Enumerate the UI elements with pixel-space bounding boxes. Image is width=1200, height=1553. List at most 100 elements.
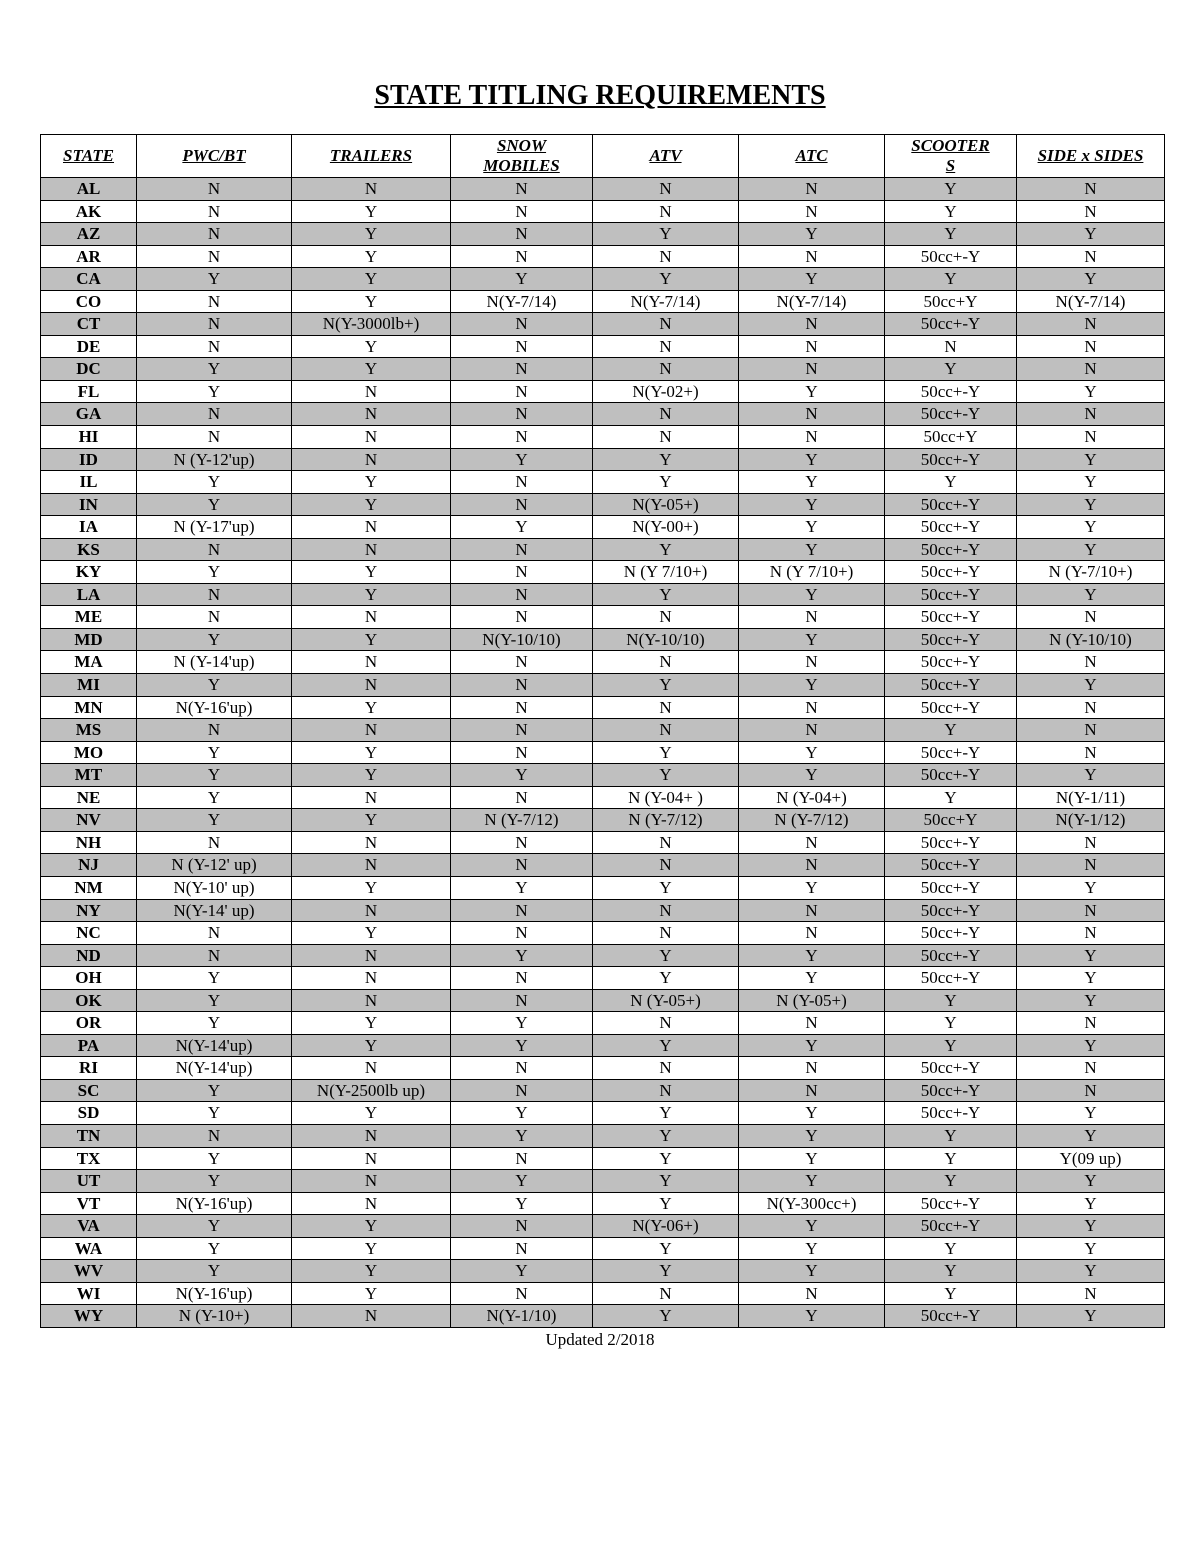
state-cell: NC xyxy=(41,922,137,945)
state-cell: IL xyxy=(41,471,137,494)
data-cell: Y xyxy=(292,741,451,764)
data-cell: Y xyxy=(1017,944,1165,967)
table-row: OKYNNN (Y-05+)N (Y-05+)YY xyxy=(41,989,1165,1012)
col-header: SNOWMOBILES xyxy=(451,135,593,178)
data-cell: Y xyxy=(1017,583,1165,606)
data-cell: Y xyxy=(292,1282,451,1305)
data-cell: N xyxy=(739,1012,885,1035)
state-cell: NH xyxy=(41,831,137,854)
state-cell: RI xyxy=(41,1057,137,1080)
data-cell: N xyxy=(739,178,885,201)
data-cell: 50cc+-Y xyxy=(885,741,1017,764)
data-cell: N (Y-12'up) xyxy=(137,448,292,471)
data-cell: Y xyxy=(885,1012,1017,1035)
data-cell: Y xyxy=(137,380,292,403)
table-row: ORYYYNNYN xyxy=(41,1012,1165,1035)
table-row: NJN (Y-12' up)NNNN50cc+-YN xyxy=(41,854,1165,877)
data-cell: N (Y-10+) xyxy=(137,1305,292,1328)
data-cell: Y xyxy=(885,1237,1017,1260)
data-cell: N xyxy=(451,538,593,561)
data-cell: Y xyxy=(1017,1124,1165,1147)
col-header: PWC/BT xyxy=(137,135,292,178)
data-cell: Y xyxy=(739,493,885,516)
data-cell: Y xyxy=(292,493,451,516)
data-cell: Y xyxy=(885,178,1017,201)
data-cell: N xyxy=(451,899,593,922)
data-cell: 50cc+-Y xyxy=(885,380,1017,403)
data-cell: Y xyxy=(739,1124,885,1147)
table-row: WYN (Y-10+)NN(Y-1/10)YY50cc+-YY xyxy=(41,1305,1165,1328)
table-row: MIYNNYY50cc+-YY xyxy=(41,674,1165,697)
data-cell: N xyxy=(1017,335,1165,358)
data-cell: Y xyxy=(885,1260,1017,1283)
data-cell: N xyxy=(1017,1079,1165,1102)
data-cell: Y xyxy=(292,1102,451,1125)
data-cell: Y xyxy=(292,1260,451,1283)
table-row: DCYYNNNYN xyxy=(41,358,1165,381)
data-cell: 50cc+-Y xyxy=(885,944,1017,967)
data-cell: N xyxy=(1017,313,1165,336)
data-cell: Y xyxy=(593,967,739,990)
data-cell: N xyxy=(292,854,451,877)
state-cell: SD xyxy=(41,1102,137,1125)
data-cell: N xyxy=(292,1170,451,1193)
data-cell: N xyxy=(137,831,292,854)
updated-footer: Updated 2/2018 xyxy=(40,1330,1160,1350)
data-cell: N (Y-7/12) xyxy=(739,809,885,832)
data-cell: Y xyxy=(885,223,1017,246)
table-row: WAYYNYYYY xyxy=(41,1237,1165,1260)
data-cell: Y xyxy=(1017,1192,1165,1215)
data-cell: N xyxy=(1017,426,1165,449)
state-cell: OH xyxy=(41,967,137,990)
data-cell: Y xyxy=(739,876,885,899)
table-row: FLYNNN(Y-02+)Y50cc+-YY xyxy=(41,380,1165,403)
data-cell: Y xyxy=(739,380,885,403)
state-cell: UT xyxy=(41,1170,137,1193)
data-cell: Y xyxy=(1017,516,1165,539)
data-cell: 50cc+-Y xyxy=(885,1079,1017,1102)
state-cell: ME xyxy=(41,606,137,629)
table-row: LANYNYY50cc+-YY xyxy=(41,583,1165,606)
data-cell: Y xyxy=(451,1192,593,1215)
data-cell: 50cc+-Y xyxy=(885,764,1017,787)
data-cell: N xyxy=(593,854,739,877)
data-cell: Y xyxy=(1017,380,1165,403)
col-header: STATE xyxy=(41,135,137,178)
table-row: UTYNYYYYY xyxy=(41,1170,1165,1193)
data-cell: Y xyxy=(292,696,451,719)
data-cell: N xyxy=(739,606,885,629)
data-cell: N xyxy=(137,606,292,629)
state-cell: AL xyxy=(41,178,137,201)
data-cell: 50cc+-Y xyxy=(885,696,1017,719)
data-cell: Y xyxy=(137,674,292,697)
data-cell: Y xyxy=(292,1012,451,1035)
data-cell: N xyxy=(1017,719,1165,742)
data-cell: N xyxy=(292,1124,451,1147)
data-cell: Y xyxy=(292,290,451,313)
data-cell: Y xyxy=(1017,764,1165,787)
state-cell: NE xyxy=(41,786,137,809)
data-cell: N xyxy=(137,538,292,561)
state-cell: KY xyxy=(41,561,137,584)
data-cell: Y xyxy=(593,1237,739,1260)
table-row: CTNN(Y-3000lb+)NNN50cc+-YN xyxy=(41,313,1165,336)
data-cell: N xyxy=(451,989,593,1012)
data-cell: 50cc+-Y xyxy=(885,628,1017,651)
data-cell: 50cc+Y xyxy=(885,809,1017,832)
data-cell: Y xyxy=(593,538,739,561)
state-cell: LA xyxy=(41,583,137,606)
data-cell: Y xyxy=(137,1102,292,1125)
data-cell: N xyxy=(739,335,885,358)
data-cell: N xyxy=(739,313,885,336)
data-cell: Y xyxy=(292,335,451,358)
table-row: ILYYNYYYY xyxy=(41,471,1165,494)
data-cell: N(Y-05+) xyxy=(593,493,739,516)
table-row: PAN(Y-14'up)YYYYYY xyxy=(41,1034,1165,1057)
table-row: IDN (Y-12'up)NYYY50cc+-YY xyxy=(41,448,1165,471)
data-cell: Y xyxy=(739,1102,885,1125)
data-cell: N xyxy=(451,1079,593,1102)
data-cell: N xyxy=(292,516,451,539)
data-cell: N xyxy=(292,967,451,990)
data-cell: N xyxy=(739,403,885,426)
data-cell: Y xyxy=(1017,674,1165,697)
